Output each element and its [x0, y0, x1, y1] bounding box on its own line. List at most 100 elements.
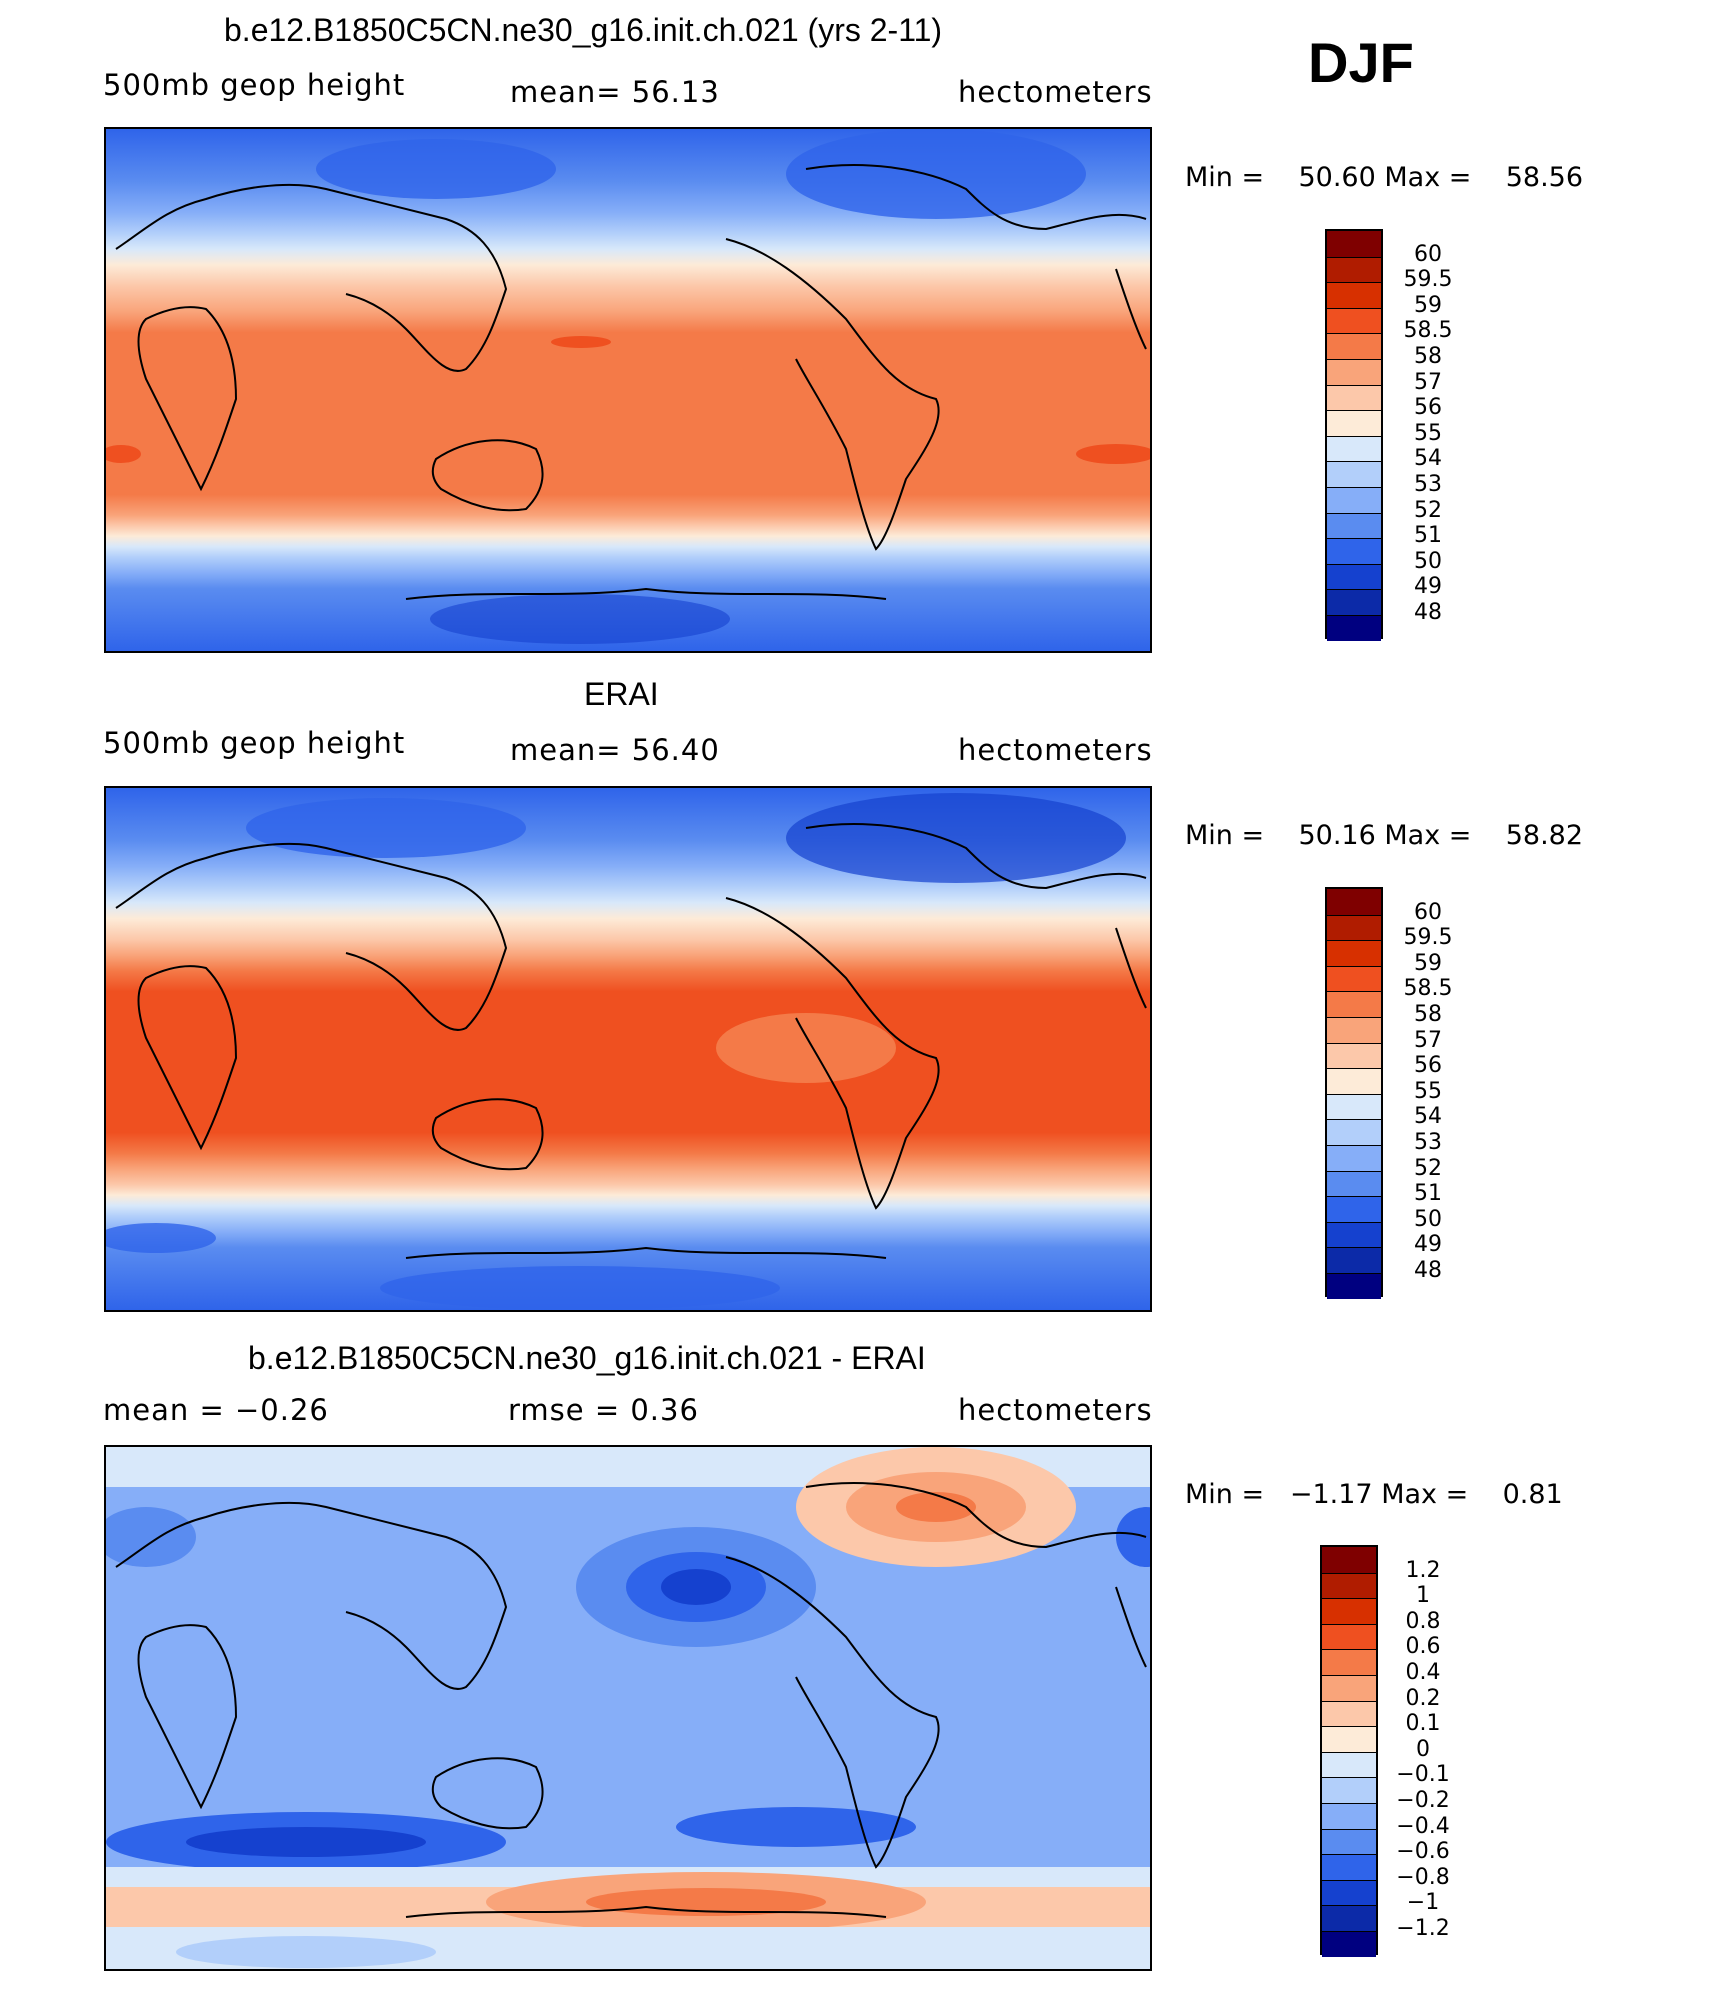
- colorbar-label: 56: [1414, 1053, 1442, 1079]
- colorbar-swatch: [1327, 1221, 1381, 1248]
- colorbar-label: 56: [1414, 395, 1442, 421]
- panel3-coastlines: [115, 1482, 1147, 1918]
- colorbar-label: 1.2: [1405, 1557, 1441, 1583]
- colorbar-swatch: [1322, 1649, 1376, 1675]
- colorbar-swatch: [1322, 1879, 1376, 1906]
- colorbar-label: 57: [1414, 369, 1442, 395]
- colorbar-swatch: [1327, 333, 1381, 359]
- colorbar-label: 60: [1414, 241, 1442, 267]
- colorbar-label: −0.8: [1396, 1864, 1450, 1890]
- colorbar-swatch: [1327, 358, 1381, 385]
- colorbar-label: 53: [1414, 1130, 1442, 1155]
- panel1-variable-label: 500mb geop height: [103, 68, 406, 102]
- panel2-colorbar: [1325, 887, 1383, 1299]
- colorbar-swatch: [1322, 1623, 1376, 1650]
- panel2-coastlines: [115, 823, 1147, 1259]
- colorbar-swatch: [1327, 231, 1381, 257]
- colorbar-label: 48: [1414, 1258, 1442, 1283]
- colorbar-label: 0.4: [1405, 1660, 1441, 1685]
- colorbar-label: 54: [1414, 446, 1442, 472]
- panel1-min-label: Min = 50.60 Max = 58.56: [1185, 162, 1584, 193]
- panel2-map: [104, 786, 1152, 1312]
- colorbar-label: 0.6: [1405, 1634, 1441, 1660]
- colorbar-label: 55: [1414, 420, 1442, 446]
- panel3-min-label: Min = −1.17 Max = 0.81: [1185, 1479, 1563, 1510]
- colorbar-swatch: [1327, 1068, 1381, 1094]
- colorbar-label: 60: [1414, 899, 1442, 925]
- colorbar-swatch: [1327, 256, 1381, 283]
- colorbar-swatch: [1327, 965, 1381, 992]
- colorbar-swatch: [1322, 1930, 1376, 1957]
- colorbar-swatch: [1327, 1196, 1381, 1222]
- colorbar-label: 58: [1414, 344, 1442, 369]
- colorbar-label: 0.2: [1405, 1685, 1441, 1711]
- panel3-colorbar: [1320, 1545, 1378, 1957]
- colorbar-swatch: [1327, 563, 1381, 590]
- panel3-units-label: hectometers: [958, 1393, 1153, 1427]
- colorbar-label: 49: [1414, 574, 1442, 600]
- colorbar-swatch: [1322, 1905, 1376, 1931]
- colorbar-label: −1: [1406, 1890, 1440, 1916]
- colorbar-swatch: [1322, 1828, 1376, 1855]
- colorbar-swatch: [1327, 384, 1381, 411]
- colorbar-swatch: [1327, 1016, 1381, 1043]
- panel1-max-value: 58.56: [1505, 162, 1584, 193]
- colorbar-swatch: [1322, 1674, 1376, 1701]
- colorbar-swatch: [1327, 914, 1381, 941]
- colorbar-label: −0.6: [1396, 1839, 1450, 1865]
- colorbar-label: 51: [1414, 523, 1442, 549]
- colorbar-swatch: [1327, 1042, 1381, 1069]
- panel1-min-value: 50.60: [1298, 162, 1376, 193]
- colorbar-label: 59.5: [1403, 925, 1453, 951]
- colorbar-label: 58: [1414, 1002, 1442, 1027]
- colorbar-swatch: [1322, 1777, 1376, 1803]
- colorbar-swatch: [1322, 1572, 1376, 1599]
- colorbar-label: 54: [1414, 1104, 1442, 1130]
- panel2-min-value: 50.16: [1298, 820, 1376, 851]
- panel2-variable-label: 500mb geop height: [103, 726, 406, 760]
- colorbar-label: 0.8: [1405, 1608, 1441, 1634]
- colorbar-label: 0: [1416, 1736, 1430, 1762]
- panel1-map: [104, 127, 1152, 653]
- panel2-max-value: 58.82: [1505, 820, 1584, 851]
- panel1-coastlines: [115, 164, 1147, 600]
- colorbar-swatch: [1327, 461, 1381, 487]
- colorbar-swatch: [1327, 940, 1381, 966]
- colorbar-swatch: [1327, 889, 1381, 915]
- panel1-units-label: hectometers: [958, 75, 1153, 109]
- colorbar-label: 59.5: [1403, 267, 1453, 293]
- colorbar-label: 0.1: [1405, 1711, 1441, 1737]
- panel1-colorbar: [1325, 229, 1383, 641]
- colorbar-label: 50: [1414, 548, 1442, 574]
- colorbar-swatch: [1327, 512, 1381, 539]
- panel3-max-value: 0.81: [1502, 1479, 1563, 1510]
- colorbar-swatch: [1327, 1119, 1381, 1145]
- colorbar-swatch: [1327, 1170, 1381, 1197]
- panel1-mean-label: mean= 56.13: [510, 75, 720, 109]
- colorbar-swatch: [1322, 1598, 1376, 1624]
- colorbar-swatch: [1322, 1802, 1376, 1829]
- colorbar-label: 57: [1414, 1027, 1442, 1053]
- panel1-title: b.e12.B1850C5CN.ne30_g16.init.ch.021 (yr…: [224, 12, 943, 48]
- colorbar-label: −1.2: [1396, 1916, 1450, 1941]
- panel3-mean-label: mean = −0.26: [103, 1393, 329, 1427]
- colorbar-swatch: [1327, 614, 1381, 641]
- colorbar-swatch: [1322, 1547, 1376, 1573]
- colorbar-swatch: [1322, 1854, 1376, 1880]
- colorbar-swatch: [1322, 1751, 1376, 1778]
- colorbar-label: 55: [1414, 1078, 1442, 1104]
- colorbar-label: 51: [1414, 1181, 1442, 1207]
- colorbar-swatch: [1327, 282, 1381, 308]
- colorbar-swatch: [1327, 435, 1381, 462]
- colorbar-label: 48: [1414, 600, 1442, 625]
- colorbar-swatch: [1322, 1726, 1376, 1752]
- colorbar-swatch: [1327, 991, 1381, 1017]
- panel3-rmse-label: rmse = 0.36: [508, 1393, 699, 1427]
- panel2-units-label: hectometers: [958, 733, 1153, 767]
- colorbar-label: 59: [1414, 292, 1442, 318]
- colorbar-label: 52: [1414, 1155, 1442, 1181]
- colorbar-swatch: [1327, 1247, 1381, 1273]
- panel2-mean-label: mean= 56.40: [510, 733, 720, 767]
- colorbar-swatch: [1327, 307, 1381, 334]
- panel2-min-label: Min = 50.16 Max = 58.82: [1185, 820, 1584, 851]
